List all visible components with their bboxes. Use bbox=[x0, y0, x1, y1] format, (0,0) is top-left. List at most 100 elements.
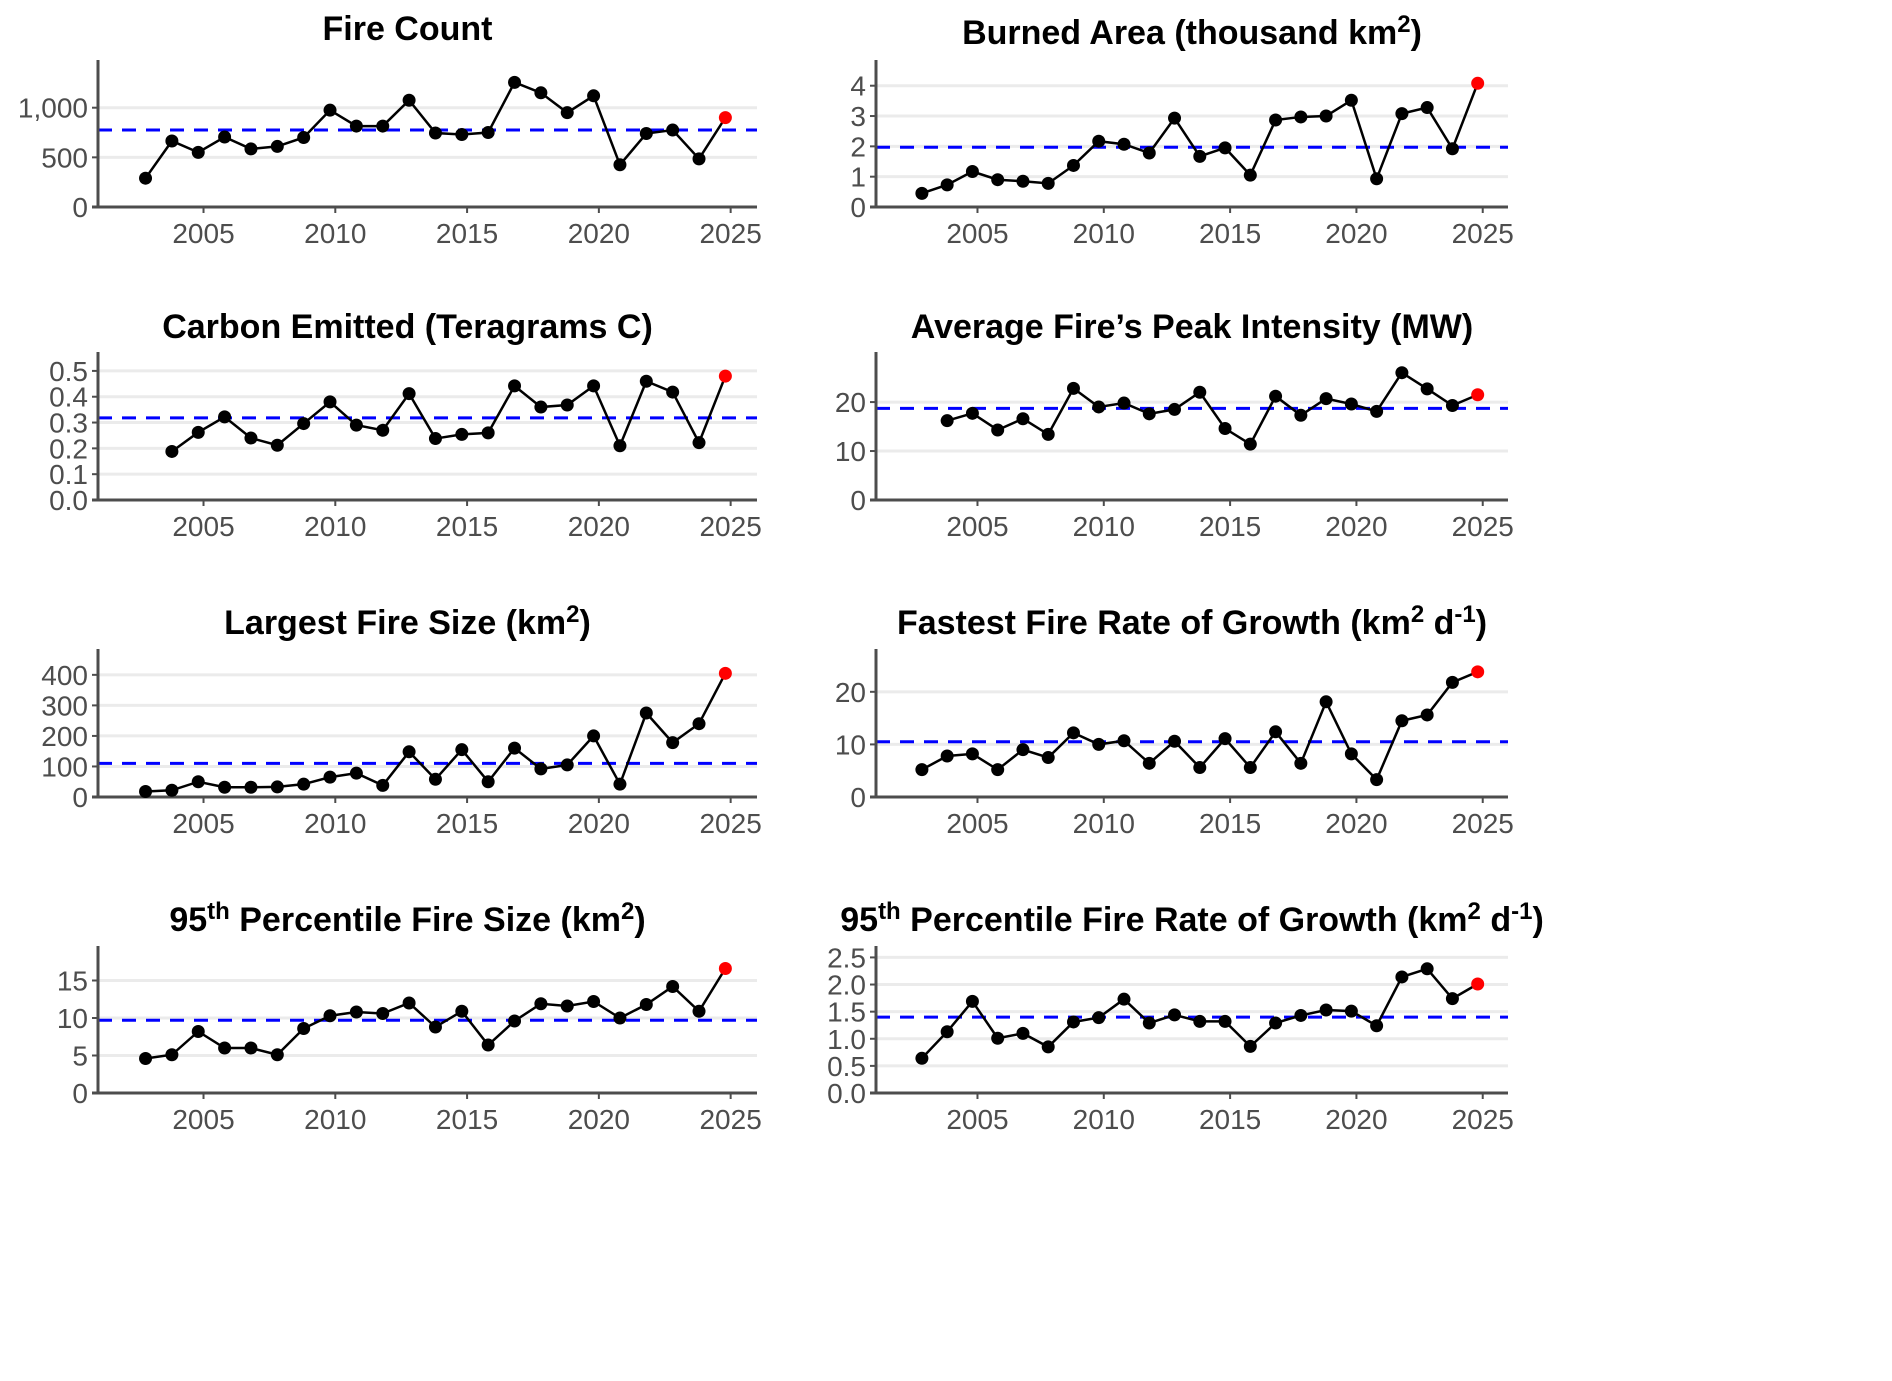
data-point bbox=[1066, 158, 1080, 172]
data-point bbox=[692, 1004, 706, 1018]
data-point bbox=[191, 145, 205, 159]
x-tick-label: 2015 bbox=[436, 1104, 498, 1135]
x-tick-label: 2025 bbox=[699, 511, 761, 542]
data-point bbox=[692, 717, 706, 731]
y-tick-label: 0.1 bbox=[49, 459, 88, 490]
y-tick-label: 0.0 bbox=[827, 1078, 866, 1109]
panel-title: Carbon Emitted (Teragrams C) bbox=[162, 308, 653, 346]
y-tick-label: 2.5 bbox=[827, 942, 866, 973]
data-point bbox=[481, 126, 495, 140]
data-point bbox=[191, 775, 205, 789]
data-point bbox=[139, 171, 153, 185]
data-point bbox=[1041, 751, 1055, 765]
data-point bbox=[1420, 101, 1434, 115]
data-point bbox=[991, 763, 1005, 777]
data-point bbox=[244, 1041, 258, 1055]
data-point bbox=[1016, 743, 1030, 757]
highlight-point bbox=[1471, 665, 1485, 679]
x-tick-label: 2005 bbox=[172, 808, 234, 839]
y-tick-label: 1 bbox=[850, 162, 866, 193]
data-point bbox=[244, 780, 258, 794]
data-point bbox=[402, 996, 416, 1010]
x-tick-label: 2005 bbox=[946, 218, 1008, 249]
data-point bbox=[1066, 381, 1080, 395]
data-point bbox=[1319, 695, 1333, 709]
x-tick-label: 2005 bbox=[946, 511, 1008, 542]
data-point bbox=[1142, 407, 1156, 421]
data-point bbox=[165, 444, 179, 458]
data-point bbox=[1168, 402, 1182, 416]
panel-title: Fire Count bbox=[323, 10, 493, 48]
data-point bbox=[1294, 110, 1308, 124]
data-point bbox=[1294, 756, 1308, 770]
data-point bbox=[1193, 1014, 1207, 1028]
data-point bbox=[1041, 1040, 1055, 1054]
y-tick-label: 3 bbox=[850, 101, 866, 132]
panel-7: 95th Percentile Fire Size (km2) 0 5 10 15 200… bbox=[57, 898, 762, 1135]
data-point bbox=[639, 706, 653, 720]
data-point bbox=[402, 745, 416, 759]
data-point bbox=[534, 762, 548, 776]
x-tick-label: 2015 bbox=[436, 511, 498, 542]
panel-1: Fire Count 0 500 1,000 2005 2010 2015 2020 2025 bbox=[18, 10, 762, 249]
data-point bbox=[1066, 1015, 1080, 1029]
data-point bbox=[1395, 366, 1409, 380]
data-point bbox=[1218, 422, 1232, 436]
data-point bbox=[297, 130, 311, 144]
data-point bbox=[1142, 146, 1156, 160]
data-point bbox=[481, 426, 495, 440]
data-point bbox=[587, 995, 601, 1008]
data-point bbox=[349, 119, 363, 133]
data-point bbox=[323, 395, 337, 409]
y-tick-label: 0 bbox=[72, 1078, 88, 1109]
data-point bbox=[428, 1020, 442, 1034]
x-tick-label: 2020 bbox=[568, 511, 630, 542]
y-tick-label: 20 bbox=[835, 387, 866, 418]
data-point bbox=[1193, 149, 1207, 163]
data-point bbox=[1243, 761, 1257, 775]
y-tick-label: 20 bbox=[835, 677, 866, 708]
data-point bbox=[1092, 134, 1106, 148]
data-point bbox=[218, 780, 232, 794]
data-point bbox=[508, 1014, 522, 1028]
data-point bbox=[297, 1022, 311, 1035]
data-point bbox=[1168, 111, 1182, 125]
data-point bbox=[1218, 141, 1232, 155]
y-tick-label: 500 bbox=[41, 142, 88, 173]
x-tick-label: 2015 bbox=[1199, 1104, 1261, 1135]
x-tick-label: 2025 bbox=[699, 808, 761, 839]
y-tick-label: 10 bbox=[835, 436, 866, 467]
data-point bbox=[1344, 1004, 1358, 1018]
x-tick-label: 2005 bbox=[172, 511, 234, 542]
data-point bbox=[165, 134, 179, 148]
data-point bbox=[1218, 1014, 1232, 1028]
highlight-point bbox=[718, 962, 732, 975]
series-line bbox=[920, 967, 1479, 1060]
data-point bbox=[1344, 747, 1358, 761]
data-point bbox=[1066, 726, 1080, 740]
data-point bbox=[1370, 1019, 1384, 1033]
y-tick-label: 0 bbox=[850, 192, 866, 223]
panel-8: 95th Percentile Fire Rate of Growth (km2… bbox=[827, 898, 1544, 1135]
x-tick-label: 2020 bbox=[1325, 218, 1387, 249]
data-point bbox=[1294, 1008, 1308, 1022]
data-point bbox=[613, 1011, 627, 1025]
data-point bbox=[1269, 725, 1283, 739]
data-point bbox=[1395, 714, 1409, 728]
data-point bbox=[940, 178, 954, 192]
y-tick-label: 1,000 bbox=[18, 93, 88, 124]
data-point bbox=[1168, 1008, 1182, 1022]
data-point bbox=[692, 436, 706, 450]
data-point bbox=[165, 783, 179, 797]
data-point bbox=[1420, 708, 1434, 722]
data-point bbox=[1395, 107, 1409, 121]
data-point bbox=[455, 743, 469, 757]
x-tick-label: 2015 bbox=[1199, 511, 1261, 542]
data-point bbox=[1168, 734, 1182, 748]
data-point bbox=[1445, 142, 1459, 156]
data-point bbox=[1269, 113, 1283, 127]
data-point bbox=[940, 414, 954, 428]
data-point bbox=[1395, 970, 1409, 984]
data-point bbox=[270, 139, 284, 153]
